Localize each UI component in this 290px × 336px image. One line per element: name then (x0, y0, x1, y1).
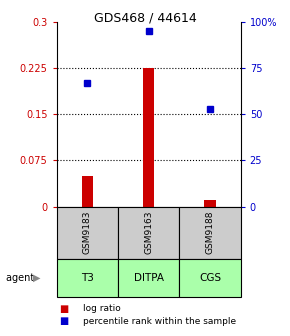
Text: percentile rank within the sample: percentile rank within the sample (83, 317, 236, 326)
Bar (82, 176, 93, 207)
Text: log ratio: log ratio (83, 304, 120, 313)
Bar (143, 68, 154, 207)
Text: DITPA: DITPA (134, 273, 164, 283)
Text: GDS468 / 44614: GDS468 / 44614 (94, 12, 196, 25)
Text: agent: agent (6, 273, 37, 283)
Text: ■: ■ (59, 304, 69, 313)
Text: CGS: CGS (199, 273, 221, 283)
Text: GSM9188: GSM9188 (206, 211, 215, 254)
Text: GSM9163: GSM9163 (144, 211, 153, 254)
Text: GSM9183: GSM9183 (83, 211, 92, 254)
Text: ▶: ▶ (33, 273, 41, 283)
Text: ■: ■ (59, 317, 69, 326)
Bar (204, 201, 215, 207)
Text: T3: T3 (81, 273, 94, 283)
